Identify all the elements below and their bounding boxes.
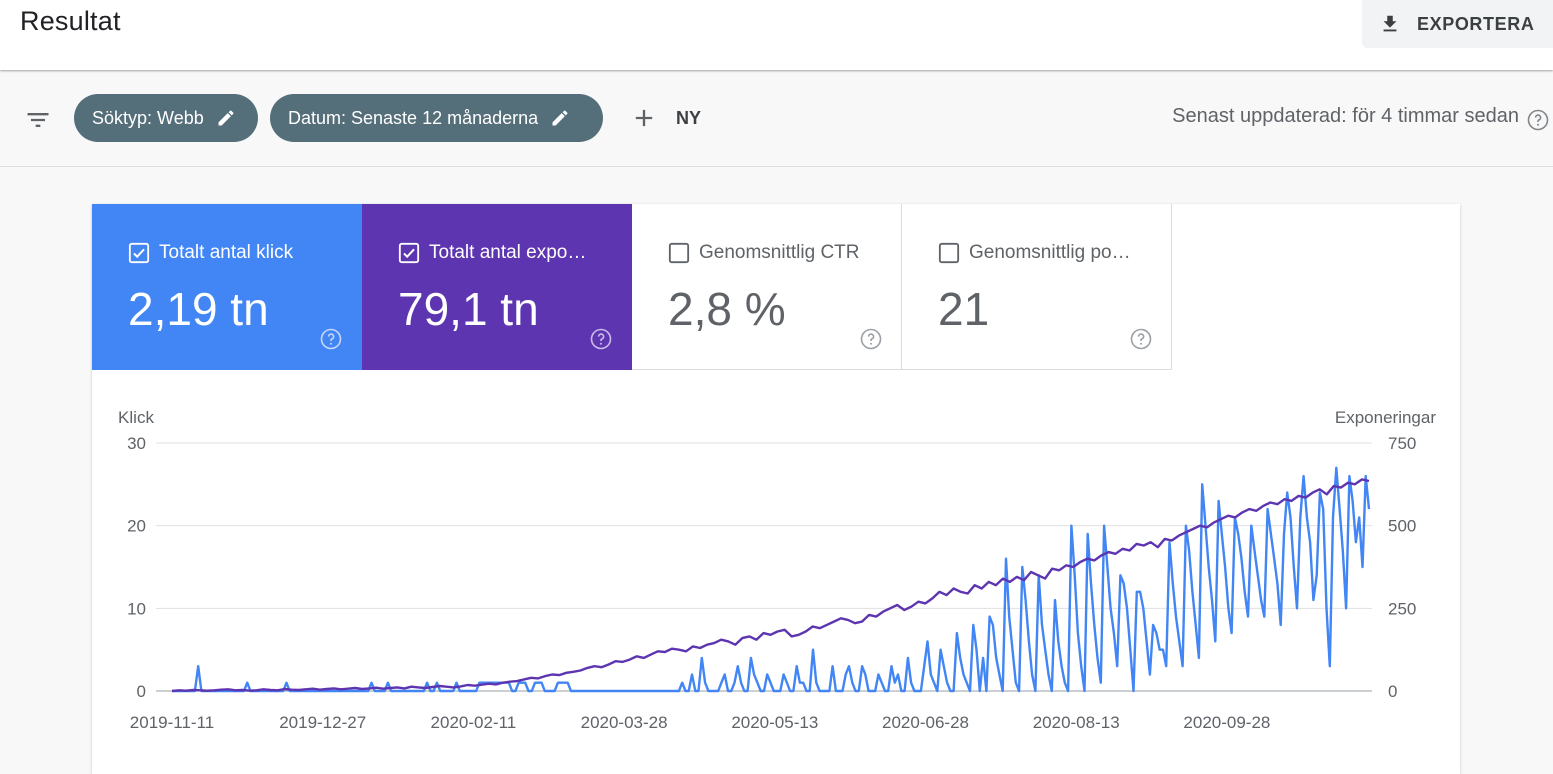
y-left-tick-label: 10 [127, 599, 146, 618]
help-icon[interactable] [1129, 327, 1153, 351]
new-filter-label: NY [676, 107, 702, 128]
filter-icon[interactable] [24, 106, 52, 134]
filter-bar: Söktyp: Webb Datum: Senaste 12 månaderna… [0, 72, 1553, 167]
metric-tile-position[interactable]: Genomsnittlig po… 21 [902, 204, 1172, 370]
x-tick-label: 2019-11-11 [130, 713, 214, 732]
x-tick-label: 2020-05-13 [731, 713, 818, 732]
x-tick-label: 2020-09-28 [1183, 713, 1270, 732]
help-icon[interactable] [859, 327, 883, 351]
help-icon[interactable] [1526, 108, 1550, 132]
metric-value: 79,1 tn [398, 283, 539, 335]
export-label: EXPORTERA [1417, 13, 1535, 34]
edit-icon [552, 110, 568, 126]
x-tick-label: 2020-03-28 [581, 713, 668, 732]
page-title: Resultat [20, 6, 121, 36]
metric-label: Totalt antal klick [159, 242, 294, 263]
metric-value: 2,19 tn [128, 283, 269, 335]
last-updated-text: Senast uppdaterad: för 4 timmar sedan [1172, 105, 1519, 127]
metric-value: 21 [938, 283, 990, 335]
x-tick-label: 2019-12-27 [279, 713, 366, 732]
checkbox-unchecked-icon[interactable] [938, 242, 960, 264]
metric-tile-clicks[interactable]: Totalt antal klick 2,19 tn [92, 204, 362, 370]
y-right-tick-label: 250 [1388, 599, 1416, 618]
top-bar: Resultat EXPORTERA [0, 0, 1553, 70]
download-icon [1383, 15, 1397, 32]
performance-chart[interactable]: 30 750 20 500 10 250 0 0 Klick Exponeringar 2019-1… [92, 204, 1460, 762]
metric-tile-impressions[interactable]: Totalt antal expo… 79,1 tn [362, 204, 632, 370]
chip-search-type[interactable]: Söktyp: Webb [74, 94, 258, 142]
y-right-tick-label: 500 [1388, 517, 1416, 536]
chip-date[interactable]: Datum: Senaste 12 månaderna [270, 94, 603, 142]
help-icon[interactable] [319, 327, 343, 351]
metric-label: Genomsnittlig CTR [699, 242, 860, 263]
checkbox-unchecked-icon[interactable] [668, 242, 690, 264]
y-left-axis-label: Klick [118, 408, 154, 427]
chip-search-type-label: Söktyp: Webb [92, 107, 204, 128]
y-right-axis-label: Exponeringar [1335, 408, 1436, 427]
y-left-tick-label: 30 [127, 434, 146, 453]
help-icon[interactable] [589, 327, 613, 351]
checkbox-checked-icon[interactable] [128, 242, 150, 264]
x-tick-label: 2020-02-11 [431, 713, 517, 732]
x-tick-label: 2020-08-13 [1033, 713, 1120, 732]
metric-label: Genomsnittlig po… [969, 242, 1131, 263]
checkbox-checked-icon[interactable] [398, 242, 420, 264]
edit-icon [218, 110, 234, 126]
y-right-tick-label: 750 [1388, 434, 1416, 453]
metric-tile-ctr[interactable]: Genomsnittlig CTR 2,8 % [632, 204, 902, 370]
chip-date-label: Datum: Senaste 12 månaderna [288, 107, 539, 128]
series-line-clicks [172, 466, 1371, 693]
y-left-tick-label: 0 [137, 682, 146, 701]
new-filter-button[interactable]: NY [630, 94, 701, 142]
metric-label: Totalt antal expo… [429, 242, 587, 263]
x-tick-label: 2020-06-28 [882, 713, 969, 732]
performance-card: Totalt antal klick 2,19 tn Totalt antal … [92, 204, 1460, 774]
y-left-tick-label: 20 [127, 517, 146, 536]
metric-value: 2,8 % [668, 283, 786, 335]
export-button[interactable]: EXPORTERA [1362, 0, 1553, 48]
plus-icon [635, 109, 653, 127]
y-right-tick-label: 0 [1388, 682, 1397, 701]
series-line-impressions [171, 478, 1370, 693]
